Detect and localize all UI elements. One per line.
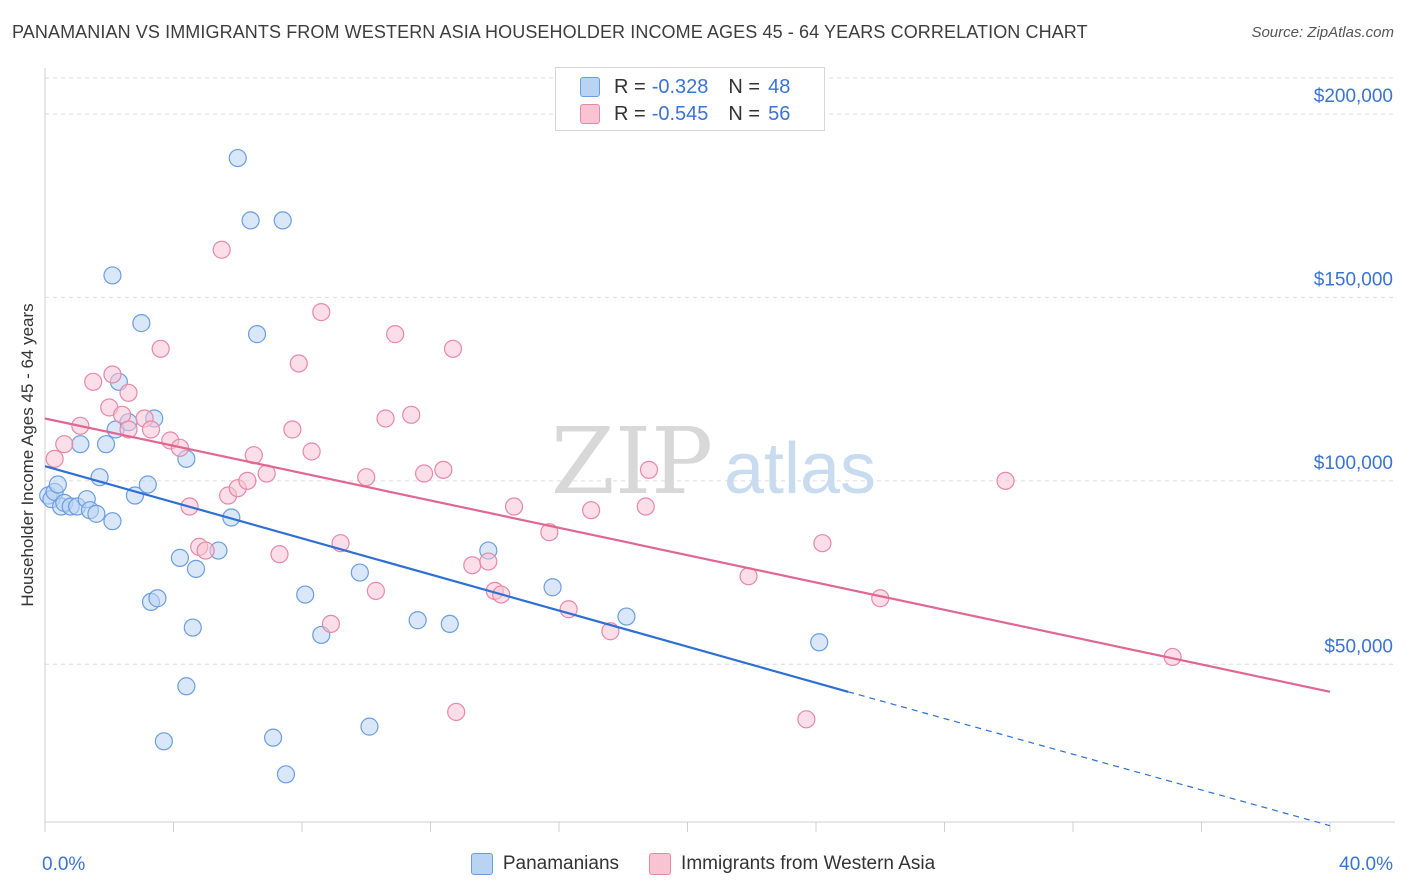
western-asia-point — [463, 556, 482, 575]
r-value: -0.545 — [651, 102, 709, 125]
panamanian-point — [360, 717, 379, 736]
watermark-atlas: atlas — [724, 429, 876, 509]
panamanian-point — [408, 611, 427, 630]
chart-title: PANAMANIAN VS IMMIGRANTS FROM WESTERN AS… — [12, 22, 1088, 42]
western-asia-point — [414, 464, 434, 483]
n-label: N = — [728, 75, 761, 98]
western-asia-point — [366, 581, 385, 600]
panamanian-point — [241, 211, 260, 230]
panamanian-point — [186, 559, 206, 578]
western-asia-point — [402, 405, 421, 424]
panamanian-point — [71, 435, 90, 454]
western-asia-point — [119, 420, 138, 439]
western-asia-point — [141, 420, 161, 439]
panamanian-point — [148, 589, 167, 608]
panamanian-point — [183, 618, 202, 637]
legend-swatch-blue — [580, 77, 600, 97]
western-asia-point — [103, 365, 122, 384]
western-asia-point — [45, 449, 64, 468]
panamanian-point — [87, 504, 106, 523]
panamanian-trend-line — [44, 465, 849, 693]
panamanian-point — [273, 211, 292, 230]
panamanian-point — [810, 633, 829, 652]
r-label: R = — [614, 75, 646, 98]
western-asia-point — [386, 325, 405, 344]
western-asia-point — [321, 614, 341, 634]
x-tick-label: 40.0% — [1339, 854, 1393, 875]
panamanian-point — [138, 475, 157, 494]
western-asia-point — [238, 471, 257, 490]
western-asia-point — [289, 354, 308, 373]
y-tick-label: $100,000 — [1314, 453, 1393, 474]
panamanian-point — [132, 314, 151, 333]
panamanian-point — [177, 677, 196, 696]
panamanian-point — [440, 614, 459, 634]
watermark-zip: ZIP — [551, 408, 713, 515]
panamanian-point — [543, 578, 562, 597]
x-tick-label: 0.0% — [42, 854, 85, 875]
r-value: -0.328 — [651, 75, 709, 98]
western-asia-point — [540, 523, 559, 542]
western-asia-trend-line — [44, 417, 1331, 693]
legend-label: Immigrants from Western Asia — [681, 853, 936, 874]
panamanian-point — [263, 728, 283, 747]
legend-label: Panamanians — [502, 853, 620, 874]
legend-swatch-pink — [649, 853, 672, 875]
panamanian-point — [247, 325, 267, 344]
western-asia-point — [447, 702, 466, 722]
panamanian-point — [276, 765, 296, 784]
panamanian-point — [228, 148, 247, 168]
panamanian-trend-extension — [847, 691, 1331, 827]
western-asia-point — [84, 372, 103, 391]
western-asia-point — [212, 240, 231, 259]
panamanian-point — [617, 607, 636, 626]
western-asia-point — [270, 545, 289, 564]
western-asia-point — [55, 435, 74, 454]
legend-item-western-asia[interactable]: Immigrants from Western Asia — [649, 853, 935, 875]
western-asia-point — [302, 442, 321, 461]
correlation-legend: R = -0.328 N = 48 R = -0.545 N = 56 — [555, 67, 825, 131]
western-asia-point — [196, 541, 215, 560]
panamanian-point — [96, 435, 116, 454]
n-value: 56 — [768, 102, 791, 125]
western-asia-point — [151, 339, 170, 358]
western-asia-point — [636, 497, 655, 516]
legend-swatch-blue — [470, 853, 493, 875]
n-label: N = — [728, 102, 761, 125]
western-asia-point — [443, 339, 463, 358]
panamanian-point — [103, 266, 122, 285]
source-label: Source: ZipAtlas.com — [1251, 24, 1394, 41]
panamanian-point — [48, 475, 67, 494]
y-tick-label: $50,000 — [1324, 636, 1393, 657]
panamanian-point — [103, 512, 122, 531]
legend-row-western-asia: R = -0.545 N = 56 — [580, 102, 790, 126]
n-value: 48 — [768, 75, 791, 98]
panamanian-point — [154, 732, 173, 751]
western-asia-point — [479, 552, 498, 571]
western-asia-point — [357, 468, 376, 487]
y-axis-label: Householder Income Ages 45 - 64 years — [18, 303, 37, 607]
western-asia-point — [504, 497, 524, 516]
western-asia-point — [797, 710, 816, 729]
panamanian-point — [296, 585, 315, 604]
legend-row-panamanians: R = -0.328 N = 48 — [580, 75, 790, 99]
western-asia-point — [582, 501, 601, 520]
y-tick-label: $200,000 — [1314, 86, 1393, 107]
legend-item-panamanians[interactable]: Panamanians — [470, 853, 620, 875]
legend-swatch-pink — [580, 104, 600, 124]
western-asia-point — [996, 471, 1015, 490]
western-asia-point — [119, 383, 138, 402]
r-label: R = — [614, 102, 646, 125]
western-asia-point — [283, 420, 302, 439]
western-asia-point — [376, 409, 395, 428]
panamanian-point — [170, 548, 190, 567]
panamanian-point — [350, 563, 369, 582]
western-asia-point — [434, 460, 453, 479]
western-asia-point — [639, 460, 659, 479]
western-asia-point — [312, 303, 331, 322]
western-asia-point — [813, 534, 832, 553]
y-tick-label: $150,000 — [1314, 269, 1393, 290]
series-legend: Panamanians Immigrants from Western Asia — [0, 851, 1406, 877]
